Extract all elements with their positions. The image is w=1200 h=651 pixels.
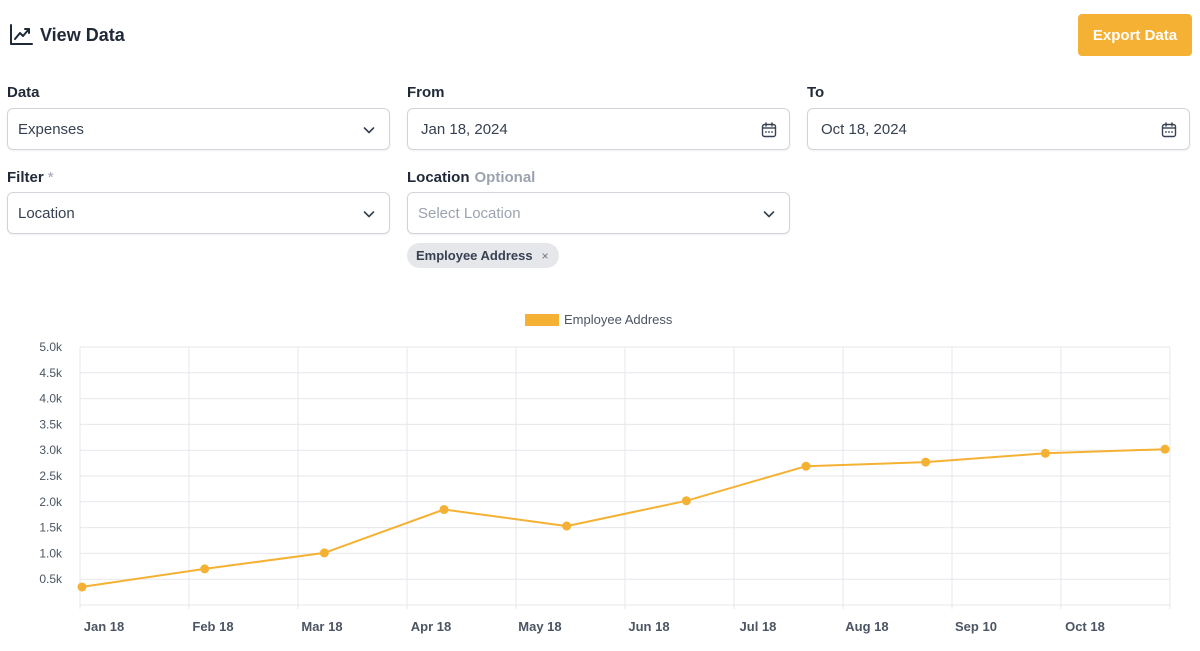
- filter-select[interactable]: Location: [7, 192, 390, 234]
- data-select[interactable]: Expenses: [7, 108, 390, 150]
- y-tick-label: 5.0k: [39, 340, 63, 354]
- x-tick-label: Jun 18: [628, 619, 669, 634]
- y-tick-label: 3.0k: [39, 443, 63, 457]
- x-tick-label: Apr 18: [411, 619, 451, 634]
- y-tick-label: 2.5k: [39, 469, 63, 483]
- chevron-down-icon: [763, 211, 775, 218]
- required-mark: *: [47, 169, 54, 186]
- data-point: [200, 564, 210, 574]
- export-data-button[interactable]: Export Data: [1078, 14, 1192, 56]
- y-tick-label: 1.5k: [39, 521, 63, 535]
- data-select-value: Expenses: [18, 121, 84, 138]
- data-point: [77, 582, 87, 592]
- chevron-down-icon: [363, 211, 375, 218]
- x-tick-label: Feb 18: [192, 619, 233, 634]
- legend-swatch: [525, 313, 559, 326]
- data-point: [439, 505, 449, 515]
- y-tick-label: 0.5k: [39, 572, 63, 586]
- filter-label: Filter *: [7, 169, 54, 187]
- y-tick-label: 2.0k: [39, 495, 63, 509]
- header: View Data Export Data: [0, 0, 1200, 70]
- x-tick-label: Jan 18: [84, 619, 124, 634]
- from-date-value: Jan 18, 2024: [421, 121, 508, 138]
- x-tick-label: Oct 18: [1065, 619, 1105, 634]
- legend-label: Employee Address: [564, 312, 673, 327]
- to-date-input[interactable]: Oct 18, 2024: [807, 108, 1190, 150]
- chart-legend: Employee Address: [525, 312, 672, 327]
- filter-select-value: Location: [18, 205, 75, 222]
- data-point: [1040, 448, 1050, 458]
- data-point: [801, 461, 811, 471]
- trending-up-icon: [10, 24, 33, 45]
- data-point: [921, 457, 931, 467]
- line-chart: 0.5k 1.0k 1.5k 2.0k 2.5k 3.0k 3.5k 4.0k 4.5k 5.0k…: [39, 340, 1171, 634]
- location-label: Location Optional: [407, 169, 535, 187]
- y-tick-label: 1.0k: [39, 546, 63, 560]
- x-tick-label: May 18: [518, 619, 561, 634]
- page-title: View Data: [40, 25, 125, 45]
- calendar-icon[interactable]: [761, 122, 777, 138]
- close-icon[interactable]: ×: [541, 248, 549, 263]
- to-label: To: [807, 84, 825, 101]
- location-label-text: Location: [407, 169, 470, 186]
- series-line: [81, 448, 1166, 588]
- from-date-input[interactable]: Jan 18, 2024: [407, 108, 790, 150]
- selected-location-chip: Employee Address ×: [407, 243, 559, 268]
- x-tick-label: Sep 10: [955, 619, 997, 634]
- to-date-value: Oct 18, 2024: [821, 121, 907, 138]
- data-point: [1160, 444, 1170, 454]
- from-label: From: [407, 84, 445, 101]
- x-tick-label: Mar 18: [301, 619, 342, 634]
- chevron-down-icon: [363, 127, 375, 134]
- y-tick-label: 4.0k: [39, 392, 63, 406]
- data-point: [319, 548, 329, 558]
- location-placeholder: Select Location: [418, 205, 521, 222]
- filter-label-text: Filter: [7, 169, 44, 186]
- y-tick-label: 4.5k: [39, 366, 63, 380]
- chip-label: Employee Address: [416, 248, 533, 263]
- calendar-icon[interactable]: [1161, 122, 1177, 138]
- data-label: Data: [7, 84, 40, 101]
- data-point: [562, 521, 572, 531]
- y-tick-label: 3.5k: [39, 417, 63, 431]
- location-select[interactable]: Select Location: [407, 192, 790, 234]
- x-tick-label: Aug 18: [845, 619, 888, 634]
- x-tick-label: Jul 18: [740, 619, 777, 634]
- data-point: [681, 496, 691, 506]
- optional-tag: Optional: [474, 169, 536, 186]
